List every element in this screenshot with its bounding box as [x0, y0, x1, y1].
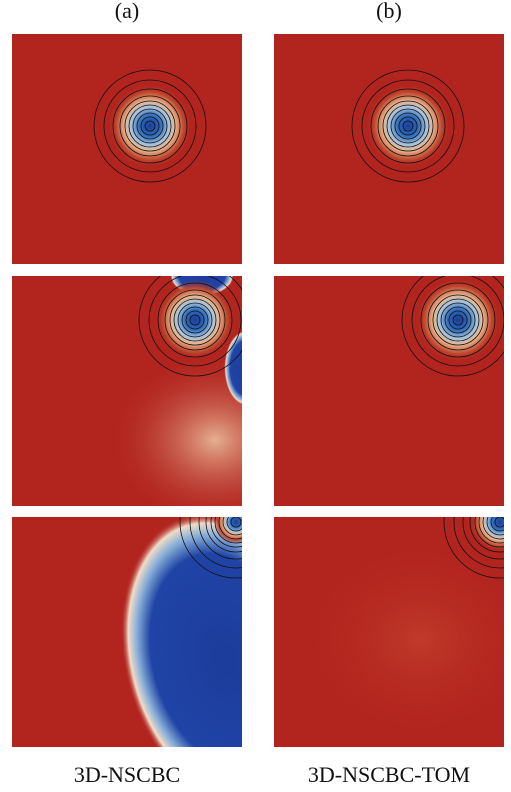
panel	[12, 276, 242, 506]
caption: 3D-NSCBC	[74, 762, 180, 787]
panel	[274, 517, 504, 747]
panel	[274, 34, 504, 264]
panel	[274, 276, 504, 506]
panel	[12, 517, 242, 747]
column-label: (a)	[115, 0, 139, 23]
column-label: (b)	[376, 0, 402, 23]
panel	[12, 34, 242, 264]
caption: 3D-NSCBC-TOM	[308, 762, 470, 787]
